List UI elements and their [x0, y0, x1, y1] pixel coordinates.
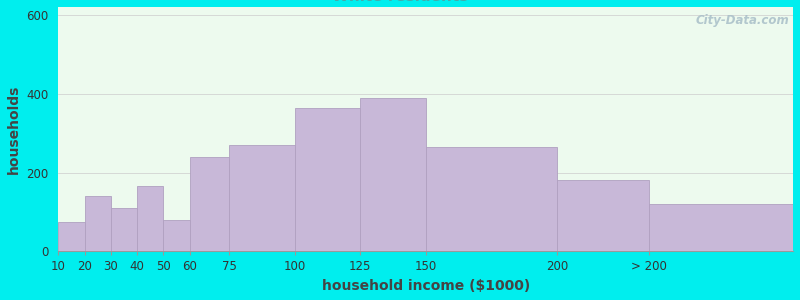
Bar: [85, 196, 111, 251]
Bar: [294, 107, 360, 251]
Text: City-Data.com: City-Data.com: [696, 14, 790, 27]
Bar: [111, 208, 137, 251]
Bar: [557, 181, 649, 251]
Bar: [58, 222, 85, 251]
X-axis label: household income ($1000): household income ($1000): [322, 279, 530, 293]
Bar: [229, 145, 294, 251]
Text: White residents: White residents: [332, 0, 468, 4]
Bar: [360, 98, 426, 251]
Bar: [649, 204, 793, 251]
Bar: [190, 157, 229, 251]
Bar: [137, 186, 163, 251]
Bar: [426, 147, 557, 251]
Y-axis label: households: households: [7, 85, 21, 174]
Bar: [163, 220, 190, 251]
